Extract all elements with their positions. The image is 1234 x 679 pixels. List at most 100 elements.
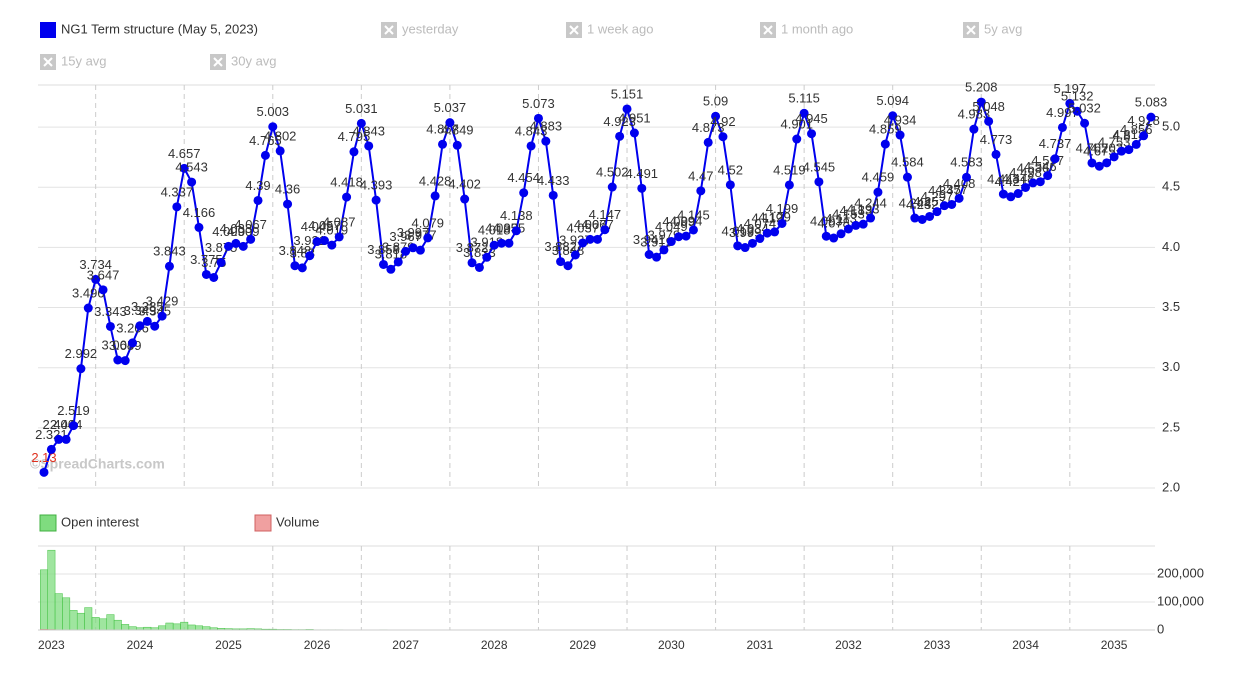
data-label: 3.647	[87, 267, 120, 282]
x-tick-label: 2028	[481, 638, 508, 652]
data-label: 4.428	[419, 173, 452, 188]
point	[955, 194, 964, 203]
legend-label: 1 week ago	[587, 21, 654, 36]
x-tick-label: 2032	[835, 638, 862, 652]
data-label: 5.037	[434, 100, 467, 115]
data-label: 5.048	[972, 99, 1005, 114]
data-label: 5.073	[522, 96, 555, 111]
bar	[114, 620, 121, 630]
data-label: 4.545	[803, 159, 836, 174]
x-tick-label: 2029	[569, 638, 596, 652]
point	[512, 226, 521, 235]
point	[814, 177, 823, 186]
data-label: 5.151	[611, 86, 644, 101]
data-label: 3.843	[153, 244, 186, 259]
y-tick-label: 3.0	[1162, 359, 1180, 374]
point	[84, 304, 93, 313]
point	[76, 364, 85, 373]
point	[947, 200, 956, 209]
point	[896, 131, 905, 140]
point	[394, 257, 403, 266]
point	[187, 178, 196, 187]
data-label: 2.992	[65, 346, 98, 361]
data-label: 3.343	[94, 304, 127, 319]
x-tick-label: 2030	[658, 638, 685, 652]
legend-item-disabled[interactable]: 5y avg	[963, 21, 1022, 38]
point	[1058, 123, 1067, 132]
data-label: 4.244	[854, 195, 887, 210]
data-label: 4.543	[175, 160, 208, 175]
data-label: 4.92	[710, 114, 735, 129]
data-label: 4.843	[352, 123, 385, 138]
point	[571, 250, 580, 259]
legend-label: 5y avg	[984, 21, 1022, 36]
point	[1124, 145, 1133, 154]
point	[932, 207, 941, 216]
bar	[70, 610, 77, 630]
point	[992, 150, 1001, 159]
legend-item[interactable]: Volume	[255, 514, 319, 531]
legend-label: Volume	[276, 514, 319, 529]
point	[962, 173, 971, 182]
point	[364, 141, 373, 150]
point	[150, 322, 159, 331]
data-label: 4.951	[618, 110, 651, 125]
point	[254, 196, 263, 205]
point	[696, 186, 705, 195]
legend-label: Open interest	[61, 514, 139, 529]
bar	[173, 624, 180, 630]
point	[1110, 152, 1119, 161]
point	[158, 312, 167, 321]
data-label: 5.09	[703, 94, 728, 109]
point	[718, 132, 727, 141]
point	[859, 220, 868, 229]
point	[1117, 147, 1126, 156]
point	[209, 273, 218, 282]
data-label: 4.138	[500, 208, 533, 223]
x-tick-label: 2031	[747, 638, 774, 652]
data-label: 4.47	[688, 168, 713, 183]
data-label: 5.083	[1135, 95, 1168, 110]
point	[106, 322, 115, 331]
point	[62, 435, 71, 444]
point	[431, 191, 440, 200]
legend-swatch	[40, 22, 56, 38]
point	[239, 242, 248, 251]
point	[873, 188, 882, 197]
data-label: 4.491	[626, 166, 659, 181]
data-label: 4.502	[596, 164, 629, 179]
data-label: 4.079	[411, 215, 444, 230]
legend-item-disabled[interactable]: 1 week ago	[566, 21, 654, 38]
y-tick-label: 200,000	[1157, 565, 1204, 580]
point	[903, 173, 912, 182]
point	[423, 233, 432, 242]
legend-item-disabled[interactable]: 30y avg	[210, 53, 277, 70]
point	[1102, 158, 1111, 167]
legend-label: 15y avg	[61, 53, 107, 68]
bar	[77, 613, 84, 630]
legend-item-disabled[interactable]: 1 month ago	[760, 21, 853, 38]
legend-item[interactable]: NG1 Term structure (May 5, 2023)	[40, 21, 258, 38]
point	[1036, 177, 1045, 186]
legend-item-disabled[interactable]: yesterday	[381, 21, 459, 38]
point	[549, 191, 558, 200]
point	[504, 239, 513, 248]
point	[165, 262, 174, 271]
point	[637, 184, 646, 193]
data-label: 4.145	[677, 207, 710, 222]
point	[349, 147, 358, 156]
legend-item-disabled[interactable]: 15y avg	[40, 53, 107, 70]
bar	[121, 624, 128, 630]
data-label: 4.934	[884, 112, 917, 127]
legend-label: NG1 Term structure (May 5, 2023)	[61, 21, 258, 36]
point	[40, 468, 49, 477]
point	[305, 251, 314, 260]
x-tick-label: 2034	[1012, 638, 1039, 652]
x-tick-label: 2027	[392, 638, 419, 652]
data-label: 4.773	[980, 132, 1013, 147]
point	[755, 234, 764, 243]
point	[99, 285, 108, 294]
data-label: 4.166	[183, 205, 216, 220]
legend-item[interactable]: Open interest	[40, 514, 139, 531]
point	[608, 183, 617, 192]
